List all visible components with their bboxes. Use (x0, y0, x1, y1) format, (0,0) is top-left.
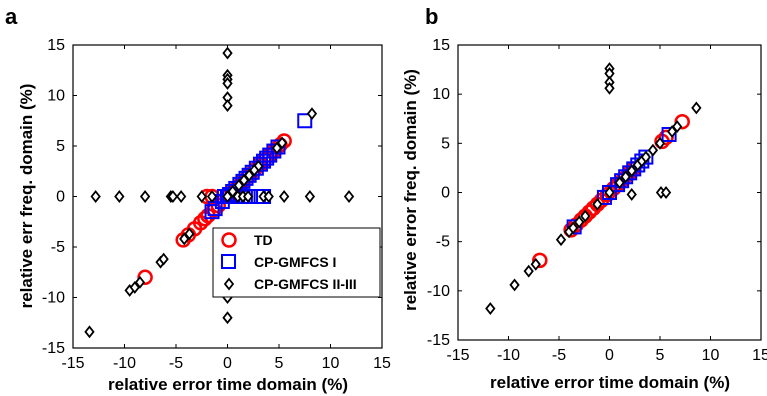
x-tick-label: 15 (752, 347, 767, 364)
legend-label-td: TD (254, 232, 273, 248)
x-tick-label: 15 (373, 355, 391, 372)
y-tick-label: -15 (427, 332, 450, 349)
panel-label-a: a (5, 4, 18, 29)
panel-label-b: b (425, 4, 438, 29)
x-axis-label-b: relative error time domain (%) (490, 373, 730, 392)
panel-b: b relative error time domain (%) relativ… (401, 4, 767, 392)
x-tick-label: -5 (169, 355, 183, 372)
y-tick-label: -15 (42, 340, 65, 357)
x-tick-label: 10 (702, 347, 720, 364)
legend-label-cp-gmfcs-ii-iii: CP-GMFCS II-III (254, 276, 357, 292)
panel-a: a relative error time domain (%) relativ… (5, 4, 391, 394)
x-tick-label: 5 (275, 355, 284, 372)
y-tick-label: 10 (47, 88, 65, 105)
y-tick-label: 0 (441, 185, 450, 202)
x-tick-label: -10 (113, 355, 136, 372)
x-tick-label: 0 (605, 347, 614, 364)
y-axis-label-b: relative error freq. domain (%) (401, 69, 420, 311)
y-tick-label: 5 (56, 138, 65, 155)
y-tick-label: 5 (441, 135, 450, 152)
y-tick-label: 0 (56, 189, 65, 206)
x-tick-label: 0 (223, 355, 232, 372)
x-tick-label: -5 (552, 347, 566, 364)
y-tick-label: -10 (427, 283, 450, 300)
y-tick-label: -10 (42, 290, 65, 307)
legend: TD CP-GMFCS I CP-GMFCS II-III (213, 228, 380, 297)
y-tick-label: 10 (432, 86, 450, 103)
y-tick-label: -5 (51, 239, 65, 256)
x-tick-label: 10 (322, 355, 340, 372)
legend-label-cp-gmfcs-i: CP-GMFCS I (254, 254, 336, 270)
y-tick-label: 15 (432, 37, 450, 54)
y-tick-label: 15 (47, 37, 65, 54)
x-tick-label: -10 (497, 347, 520, 364)
y-tick-label: -5 (436, 234, 450, 251)
y-axis-label-a: relative err freq. domain (%) (17, 84, 36, 309)
x-tick-label: -15 (446, 347, 469, 364)
x-tick-label: 5 (656, 347, 665, 364)
x-tick-label: -15 (61, 355, 84, 372)
x-axis-label-a: relative error time domain (%) (108, 375, 348, 394)
